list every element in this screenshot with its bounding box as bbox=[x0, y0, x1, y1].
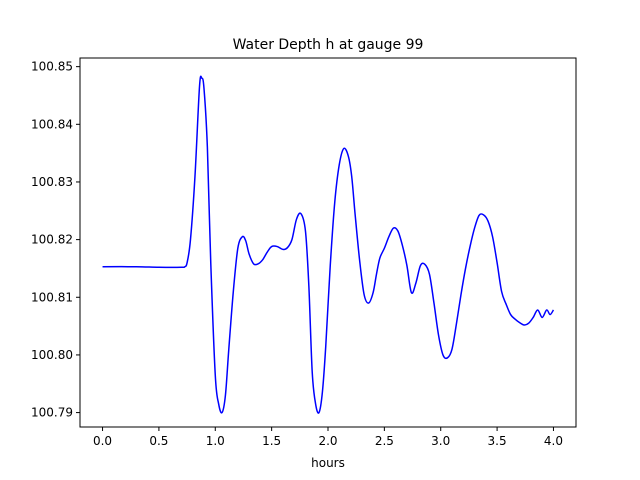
x-tick-label: 2.0 bbox=[318, 434, 337, 448]
x-axis-label: hours bbox=[311, 456, 345, 470]
water-depth-series-line bbox=[102, 75, 555, 414]
x-tick-label: 2.5 bbox=[375, 434, 394, 448]
y-axis-ticks: 100.79 100.80 100.81 100.82 100.83 100.84 100.… bbox=[31, 60, 80, 420]
y-tick-label: 100.84 bbox=[31, 117, 73, 131]
x-tick-label: 1.0 bbox=[206, 434, 225, 448]
x-tick-label: 3.0 bbox=[431, 434, 450, 448]
y-tick-label: 100.82 bbox=[31, 233, 73, 247]
y-tick-label: 100.79 bbox=[31, 406, 73, 420]
y-tick-label: 100.81 bbox=[31, 290, 73, 304]
x-tick-label: 0.0 bbox=[93, 434, 112, 448]
x-tick-label: 3.5 bbox=[488, 434, 507, 448]
x-axis-ticks: 0.0 0.5 1.0 1.5 2.0 2.5 3.0 3.5 4.0 bbox=[93, 427, 563, 448]
y-tick-label: 100.83 bbox=[31, 175, 73, 189]
x-tick-label: 0.5 bbox=[149, 434, 168, 448]
y-tick-label: 100.85 bbox=[31, 60, 73, 74]
chart-title: Water Depth h at gauge 99 bbox=[233, 37, 424, 53]
y-tick-label: 100.80 bbox=[31, 348, 73, 362]
x-tick-label: 1.5 bbox=[262, 434, 281, 448]
series-layer bbox=[102, 75, 555, 414]
x-tick-label: 4.0 bbox=[544, 434, 563, 448]
